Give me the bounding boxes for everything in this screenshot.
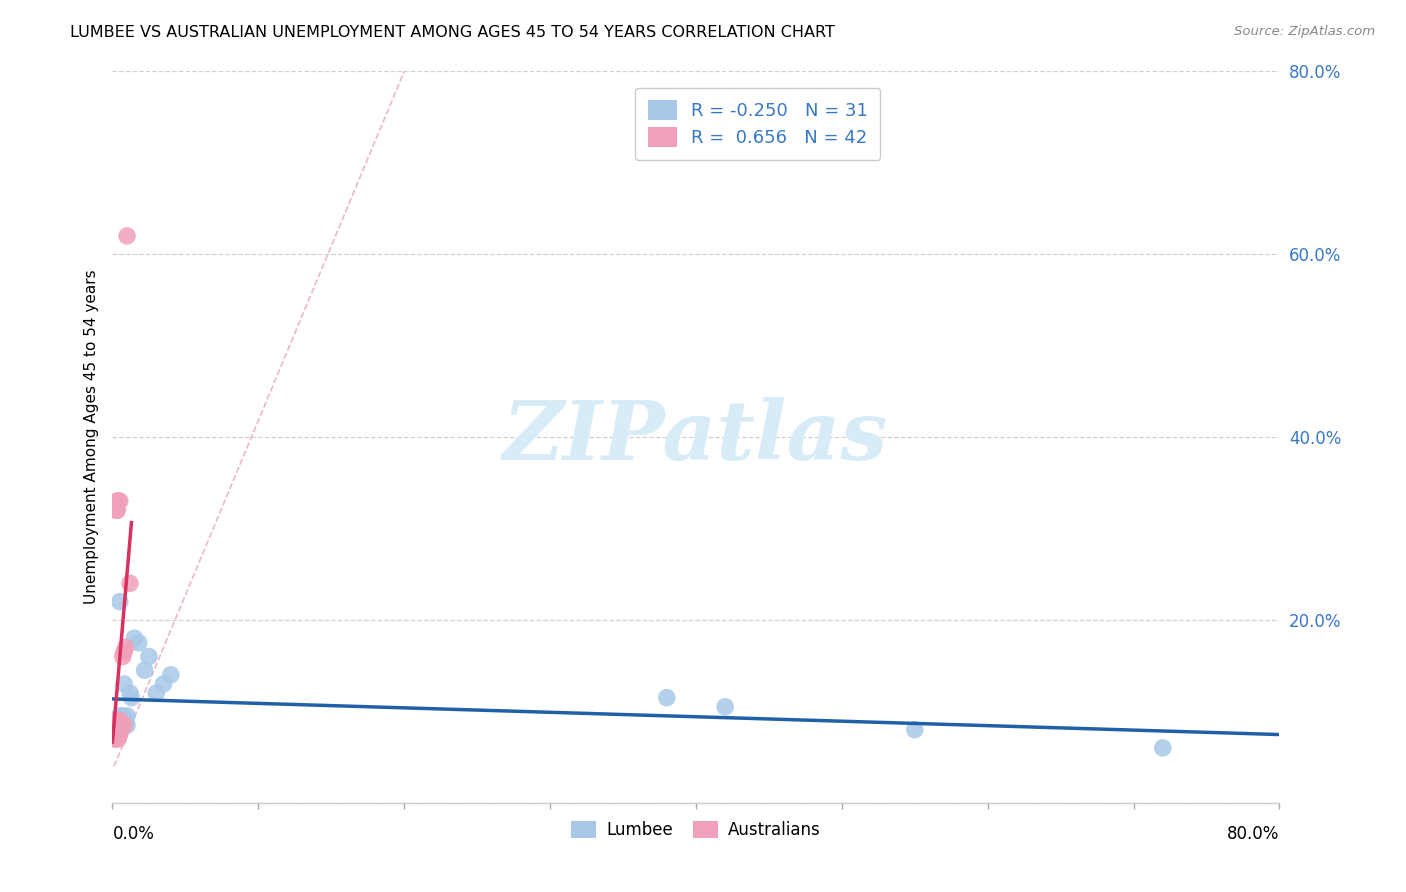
Point — [111, 649, 134, 664]
Point — [904, 723, 927, 737]
Point — [105, 727, 128, 741]
Point — [107, 718, 129, 732]
Point — [138, 649, 160, 664]
Point — [655, 690, 678, 705]
Point — [152, 677, 174, 691]
Text: LUMBEE VS AUSTRALIAN UNEMPLOYMENT AMONG AGES 45 TO 54 YEARS CORRELATION CHART: LUMBEE VS AUSTRALIAN UNEMPLOYMENT AMONG … — [70, 25, 835, 40]
Point — [115, 709, 138, 723]
Point — [115, 718, 138, 732]
Point — [105, 731, 128, 746]
Point — [105, 723, 128, 737]
Point — [107, 723, 129, 737]
Point — [714, 699, 737, 714]
Point — [112, 645, 135, 659]
Point — [105, 714, 128, 728]
Point — [114, 714, 136, 728]
Point — [104, 723, 127, 737]
Point — [105, 718, 128, 732]
Point — [107, 731, 129, 746]
Point — [107, 727, 129, 741]
Text: ZIPatlas: ZIPatlas — [503, 397, 889, 477]
Point — [110, 718, 132, 732]
Point — [108, 494, 131, 508]
Point — [104, 731, 127, 746]
Point — [108, 727, 131, 741]
Point — [105, 503, 128, 517]
Point — [104, 727, 127, 741]
Point — [105, 723, 128, 737]
Point — [160, 667, 183, 681]
Point — [107, 718, 129, 732]
Point — [108, 594, 131, 608]
Point — [105, 727, 128, 741]
Point — [120, 690, 142, 705]
Point — [107, 494, 129, 508]
Point — [104, 723, 127, 737]
Point — [118, 686, 141, 700]
Point — [118, 576, 141, 591]
Point — [110, 718, 132, 732]
Point — [105, 714, 128, 728]
Point — [134, 663, 156, 677]
Point — [108, 709, 131, 723]
Point — [110, 723, 132, 737]
Point — [145, 686, 167, 700]
Point — [105, 494, 128, 508]
Point — [105, 718, 128, 732]
Point — [104, 727, 127, 741]
Point — [104, 723, 127, 737]
Point — [111, 709, 134, 723]
Point — [107, 727, 129, 741]
Y-axis label: Unemployment Among Ages 45 to 54 years: Unemployment Among Ages 45 to 54 years — [83, 269, 98, 605]
Point — [115, 229, 138, 244]
Text: Source: ZipAtlas.com: Source: ZipAtlas.com — [1234, 25, 1375, 38]
Point — [112, 677, 135, 691]
Point — [104, 723, 127, 737]
Point — [114, 640, 136, 655]
Point — [105, 723, 128, 737]
Point — [103, 727, 125, 741]
Point — [1152, 740, 1174, 755]
Point — [108, 714, 131, 728]
Point — [108, 718, 131, 732]
Point — [111, 714, 134, 728]
Point — [124, 632, 146, 646]
Point — [128, 636, 150, 650]
Point — [107, 714, 129, 728]
Point — [108, 714, 131, 728]
Point — [103, 731, 125, 746]
Text: 80.0%: 80.0% — [1227, 825, 1279, 843]
Point — [105, 503, 128, 517]
Point — [112, 714, 135, 728]
Point — [110, 714, 132, 728]
Point — [105, 718, 128, 732]
Legend: Lumbee, Australians: Lumbee, Australians — [565, 814, 827, 846]
Point — [105, 503, 128, 517]
Point — [105, 727, 128, 741]
Text: 0.0%: 0.0% — [112, 825, 155, 843]
Point — [108, 723, 131, 737]
Point — [105, 503, 128, 517]
Point — [112, 718, 135, 732]
Point — [108, 714, 131, 728]
